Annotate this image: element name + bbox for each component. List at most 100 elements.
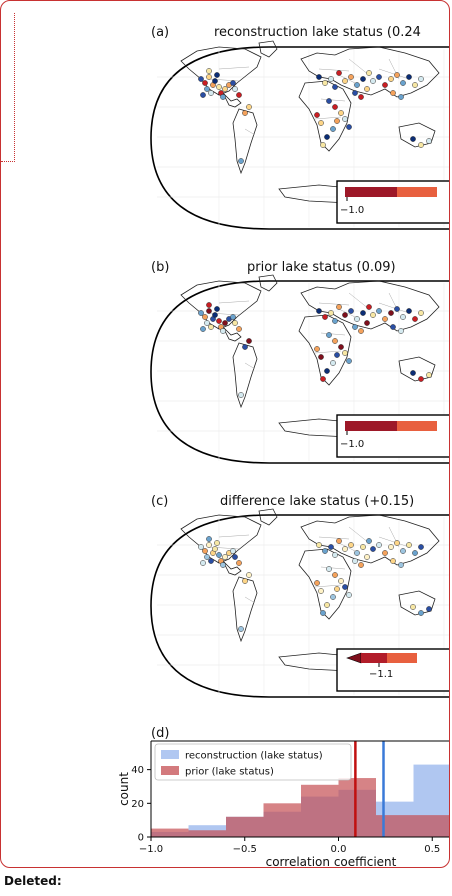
lake-site-marker — [382, 316, 388, 322]
lake-site-marker — [220, 328, 226, 334]
y-tick-label: 40 — [131, 765, 144, 776]
country-border — [218, 66, 250, 70]
lake-site-marker — [338, 344, 344, 350]
country-border — [348, 58, 370, 76]
panel-b-letter: (b) — [151, 260, 170, 275]
lake-site-marker — [238, 626, 244, 632]
lake-site-marker — [366, 70, 372, 76]
lake-site-marker — [328, 310, 334, 316]
histogram-bar — [376, 815, 414, 837]
figure-frame: (a) reconstruction lake status (0.24 (b)… — [0, 0, 450, 868]
lake-site-marker — [412, 550, 418, 556]
series-prior — [151, 778, 449, 837]
continent-outline — [222, 92, 242, 108]
continent-outline — [258, 40, 278, 58]
lake-site-marker — [334, 352, 340, 358]
lake-site-marker — [406, 308, 412, 314]
lake-site-marker — [220, 562, 226, 568]
lake-site-marker — [394, 540, 400, 546]
x-tick-label: 0.5 — [424, 844, 440, 855]
lake-site-marker — [388, 544, 394, 550]
lake-site-marker — [324, 134, 330, 140]
lake-site-marker — [336, 70, 342, 76]
lake-site-marker — [246, 104, 252, 110]
lake-site-marker — [354, 82, 360, 88]
country-border — [320, 332, 346, 336]
lake-site-marker — [326, 98, 332, 104]
lake-site-marker — [322, 548, 328, 554]
lake-site-marker — [332, 552, 338, 558]
lake-site-marker — [318, 588, 324, 594]
lake-site-marker — [338, 578, 344, 584]
lake-site-marker — [232, 554, 238, 560]
histogram-bar — [338, 778, 376, 837]
lake-site-marker — [334, 586, 340, 592]
lake-site-marker — [366, 304, 372, 310]
lake-site-marker — [330, 594, 336, 600]
panel-b-title: prior lake status (0.09) — [247, 260, 396, 275]
lake-site-marker — [204, 554, 210, 560]
lake-site-marker — [354, 316, 360, 322]
legend-entry: prior (lake status) — [185, 767, 274, 778]
lake-site-marker — [230, 80, 236, 86]
country-border — [378, 302, 410, 314]
lake-site-marker — [398, 328, 404, 334]
country-border — [314, 584, 342, 588]
colorbar-segment — [345, 187, 397, 197]
histogram-bar — [151, 828, 189, 837]
lake-site-marker — [346, 358, 352, 364]
lake-site-marker — [222, 86, 228, 92]
continent-outline — [222, 326, 242, 342]
colorbar-tick-label: −1.1 — [369, 669, 393, 680]
lake-site-marker — [348, 542, 354, 548]
lake-site-marker — [328, 76, 334, 82]
lake-site-marker — [338, 110, 344, 116]
lake-site-marker — [206, 68, 212, 74]
continent-outline — [298, 548, 352, 620]
lake-site-marker — [360, 310, 366, 316]
lake-site-marker — [200, 92, 206, 98]
continent-outline — [298, 314, 352, 386]
continent-outline — [232, 108, 258, 175]
lake-site-marker — [212, 78, 218, 84]
lake-site-marker — [314, 112, 320, 118]
lake-site-marker — [366, 538, 372, 544]
lake-site-marker — [418, 76, 424, 82]
lake-site-marker — [332, 318, 338, 324]
lake-site-marker — [394, 306, 400, 312]
lake-site-marker — [326, 566, 332, 572]
legend-entry: reconstruction (lake status) — [185, 751, 323, 762]
colorbar-segment — [397, 421, 437, 431]
country-border — [218, 534, 250, 538]
lake-site-marker — [410, 136, 416, 142]
panel-d-letter: (d) — [151, 726, 170, 741]
colorbar-tick-label: −1.0 — [340, 205, 364, 216]
lake-site-marker — [206, 542, 212, 548]
country-border — [348, 526, 370, 544]
lake-site-marker — [332, 104, 338, 110]
colorbar-tick-label: −1.0 — [340, 439, 364, 450]
lake-site-marker — [206, 302, 212, 308]
lake-site-marker — [246, 338, 252, 344]
lake-site-marker — [418, 142, 424, 148]
lake-site-marker — [316, 542, 322, 548]
lake-site-marker — [204, 320, 210, 326]
continent-outline — [232, 576, 258, 643]
panel-a-letter: (a) — [151, 25, 170, 40]
lake-site-marker — [364, 554, 370, 560]
lake-site-marker — [324, 602, 330, 608]
lake-site-marker — [376, 308, 382, 314]
lake-site-marker — [246, 572, 252, 578]
lake-site-marker — [242, 344, 248, 350]
lake-site-marker — [320, 142, 326, 148]
country-border — [378, 536, 410, 548]
lake-site-marker — [376, 542, 382, 548]
colorbar-segment — [397, 187, 437, 197]
lake-site-marker — [236, 92, 242, 98]
country-border — [244, 128, 256, 136]
lake-site-marker — [334, 118, 340, 124]
lake-site-marker — [394, 72, 400, 78]
lake-site-marker — [426, 606, 432, 612]
lake-site-marker — [364, 320, 370, 326]
lake-site-marker — [238, 392, 244, 398]
